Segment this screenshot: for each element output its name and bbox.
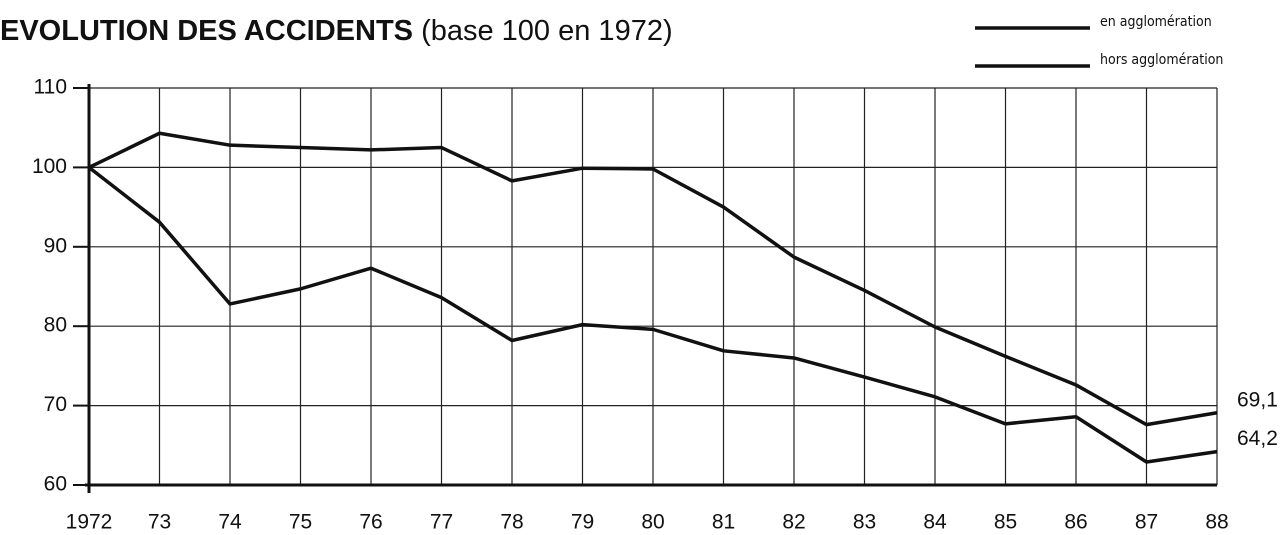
legend-label: hors agglomération: [1100, 52, 1223, 68]
y-tick-label: 70: [44, 393, 67, 416]
y-tick-label: 100: [32, 155, 67, 178]
x-tick-label: 73: [148, 511, 171, 534]
x-tick-label: 85: [994, 511, 1017, 534]
x-tick-label: 78: [500, 511, 523, 534]
y-tick-label: 90: [44, 234, 67, 257]
x-tick-label: 86: [1064, 511, 1087, 534]
legend-label: en agglomération: [1100, 14, 1212, 30]
chart-title: EVOLUTION DES ACCIDENTS: [0, 15, 413, 47]
x-tick-label: 77: [430, 511, 453, 534]
x-tick-label: 87: [1135, 511, 1158, 534]
x-tick-label: 74: [218, 511, 242, 534]
x-tick-label: 82: [782, 511, 805, 534]
x-tick-label: 79: [571, 511, 594, 534]
x-tick-label: 88: [1205, 511, 1228, 534]
x-tick-label: 1972: [66, 511, 113, 534]
chart-subtitle: (base 100 en 1972): [421, 15, 673, 47]
value-label: 69,1: [1237, 388, 1278, 411]
x-tick-label: 81: [712, 511, 735, 534]
x-tick-label: 75: [289, 511, 312, 534]
x-tick-label: 83: [853, 511, 876, 534]
x-tick-label: 80: [641, 511, 664, 534]
series-line: [87, 166, 1218, 464]
x-tick-label: 84: [923, 511, 947, 534]
y-tick-label: 60: [44, 473, 67, 496]
value-label: 64,2: [1237, 427, 1278, 450]
y-tick-label: 80: [44, 314, 67, 337]
series-line: [88, 131, 1218, 427]
x-tick-label: 76: [359, 511, 382, 534]
y-tick-label: 110: [34, 76, 67, 99]
chart-title-group: EVOLUTION DES ACCIDENTS (base 100 en 197…: [0, 15, 673, 47]
